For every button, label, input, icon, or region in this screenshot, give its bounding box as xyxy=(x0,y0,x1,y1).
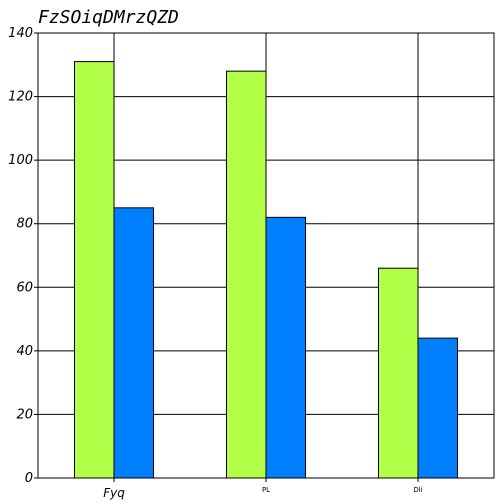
x-axis-ticks: Fyq PL Dli xyxy=(103,478,423,500)
y-tick-label: 0 xyxy=(25,471,33,486)
y-tick-label: 120 xyxy=(8,90,33,105)
x-tick-label: PL xyxy=(262,486,270,494)
y-tick-label: 100 xyxy=(8,153,33,168)
y-tick-label: 80 xyxy=(16,217,33,232)
bar-dli-series-2 xyxy=(418,338,458,478)
bar-fyq-series-2 xyxy=(114,208,154,478)
chart-title: FzSOiqDMrzQZD xyxy=(38,7,179,28)
x-tick-label: Dli xyxy=(413,486,422,494)
bar-pl-series-1 xyxy=(226,71,266,478)
bar-fyq-series-1 xyxy=(74,62,114,478)
bars xyxy=(74,62,457,478)
y-tick-label: 20 xyxy=(16,407,33,422)
bar-pl-series-2 xyxy=(266,217,306,478)
x-tick-label: Fyq xyxy=(103,486,125,500)
y-tick-label: 40 xyxy=(16,344,33,359)
y-tick-label: 60 xyxy=(16,280,33,295)
y-tick-label: 140 xyxy=(8,26,33,41)
bar-dli-series-1 xyxy=(378,268,418,478)
y-axis-ticks: 0 20 40 60 80 100 120 140 xyxy=(8,26,38,486)
